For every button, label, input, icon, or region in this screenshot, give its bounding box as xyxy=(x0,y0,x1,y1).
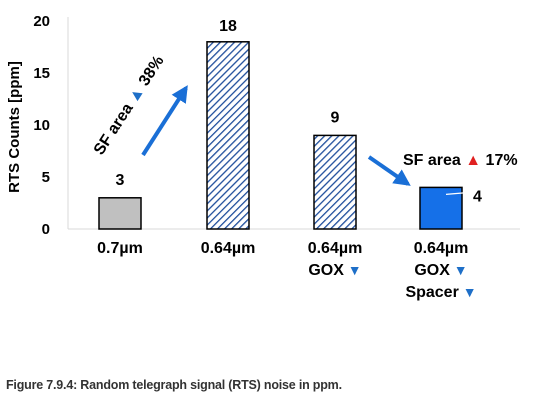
category-label-3-1: GOX ▼ xyxy=(414,262,467,279)
data-label-3: 4 xyxy=(473,188,482,205)
category-label-2-1: GOX ▼ xyxy=(308,262,361,279)
annotation-arrow-down xyxy=(367,155,411,186)
bar-1 xyxy=(206,41,250,230)
data-label-0: 3 xyxy=(116,172,125,189)
category-label-1-0: 0.64µm xyxy=(201,240,256,257)
category-label-0-0: 0.7µm xyxy=(97,240,143,257)
category-label-3-2: Spacer ▼ xyxy=(405,284,476,301)
data-label-1: 18 xyxy=(219,18,237,35)
y-tick-label: 15 xyxy=(33,65,50,82)
data-label-leader xyxy=(445,191,471,196)
y-axis-title: RTS Counts [ppm] xyxy=(6,61,23,193)
bar-3 xyxy=(419,186,463,230)
category-label-2-0: 0.64µm xyxy=(308,240,363,257)
data-label-2: 9 xyxy=(331,109,340,126)
y-tick-label: 10 xyxy=(33,117,50,134)
bar-0 xyxy=(98,197,142,230)
y-tick-label: 20 xyxy=(33,13,50,30)
annotation-label-1: SF area ▲ 17% xyxy=(403,152,518,169)
annotation-label-0: SF area ▲ 38% xyxy=(91,53,168,158)
y-tick-label: 5 xyxy=(42,169,50,186)
figure-caption: Figure 7.9.4: Random telegraph signal (R… xyxy=(6,378,342,392)
bar-2 xyxy=(313,134,357,230)
rts-bar-chart: 0 5 10 15 20 RTS Counts [ppm] 3 18 9 4 0.7µm 0.64µ… xyxy=(6,13,520,301)
y-tick-label: 0 xyxy=(42,221,50,238)
category-label-3-0: 0.64µm xyxy=(414,240,469,257)
annotation-arrow-up xyxy=(141,85,188,157)
